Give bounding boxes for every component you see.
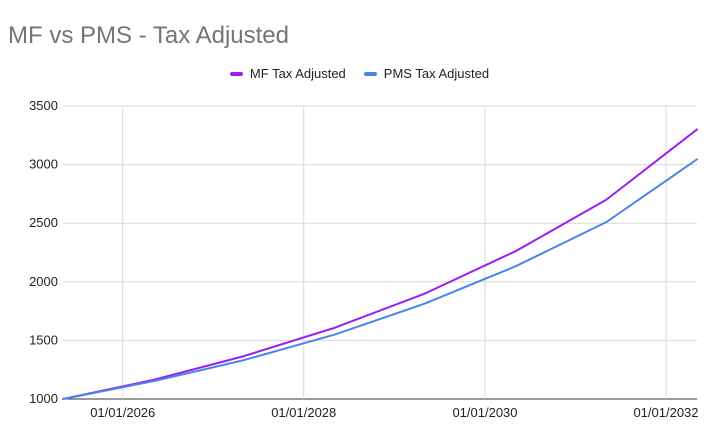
y-tick-label: 3500 — [29, 98, 58, 113]
x-tick-label: 01/01/2030 — [452, 405, 517, 420]
y-tick-label: 3000 — [29, 157, 58, 172]
y-tick-label: 1000 — [29, 391, 58, 406]
legend-swatch-mf — [229, 71, 243, 76]
y-tick-label: 1500 — [29, 332, 58, 347]
x-tick-label: 01/01/2028 — [271, 405, 336, 420]
y-tick-label: 2000 — [29, 274, 58, 289]
series-line-pms — [62, 158, 698, 400]
x-tick-label: 01/01/2026 — [90, 405, 155, 420]
legend: MF Tax Adjusted PMS Tax Adjusted — [0, 66, 719, 81]
x-tick-label: 01/01/2032 — [633, 405, 698, 420]
legend-swatch-pms — [363, 71, 377, 76]
legend-item-pms[interactable]: PMS Tax Adjusted — [363, 66, 490, 81]
legend-label-mf: MF Tax Adjusted — [249, 66, 346, 81]
chart-title: MF vs PMS - Tax Adjusted — [8, 22, 289, 49]
legend-label-pms: PMS Tax Adjusted — [383, 66, 490, 81]
series-line-mf — [62, 128, 698, 400]
y-tick-label: 2500 — [29, 215, 58, 230]
legend-item-mf[interactable]: MF Tax Adjusted — [229, 66, 346, 81]
